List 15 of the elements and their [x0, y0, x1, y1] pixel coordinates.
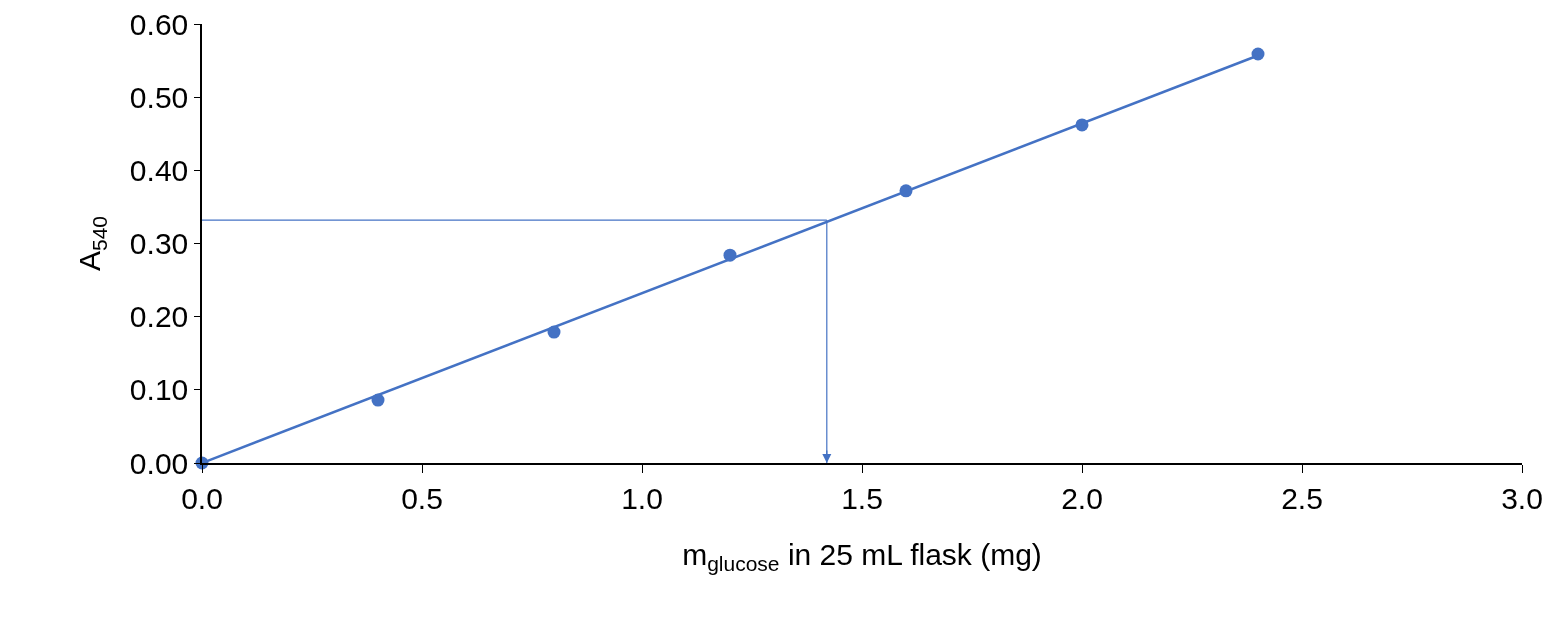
- x-tick-label: 2.5: [1281, 481, 1323, 515]
- x-tick-label: 1.5: [841, 481, 883, 515]
- x-tick-label: 1.0: [621, 481, 663, 515]
- y-tick-label: 0.60: [129, 7, 189, 41]
- x-axis-title: m$_{glucose}$ in 25 mL flask (mg): [682, 537, 1042, 576]
- y-tick-label: 0.30: [129, 227, 189, 260]
- y-tick-label: 0.40: [129, 153, 189, 187]
- x-tick-label: 0.5: [401, 481, 443, 515]
- y-tick-label: 0.50: [129, 80, 189, 114]
- y-tick-label: 0.10: [129, 373, 189, 407]
- y-tick-label: 0.20: [129, 300, 189, 334]
- x-tick-label: 2.0: [1061, 481, 1103, 515]
- x-tick-label: 3.0: [1501, 481, 1543, 515]
- y-tick-label: 0.00: [129, 446, 189, 480]
- x-tick-label: 0.0: [181, 481, 223, 515]
